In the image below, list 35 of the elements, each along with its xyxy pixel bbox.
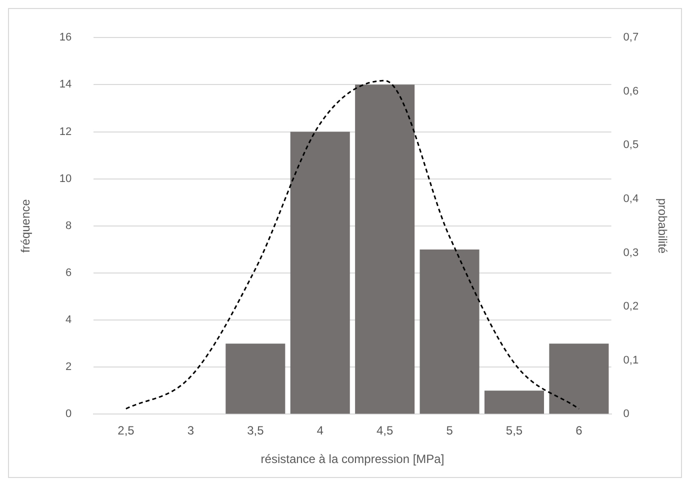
y-axis-title: fréquence [18,198,33,253]
x-tick-label: 5 [446,424,454,438]
y-tick-label: 4 [66,314,72,326]
x-tick-label: 3,5 [247,424,264,438]
y-tick-label: 6 [66,267,72,280]
y-tick-label: 16 [59,32,72,44]
y2-tick-label: 0,3 [623,246,639,259]
y2-tick-label: 0,4 [623,193,639,206]
x-axis-title: résistance à la compression [MPa] [260,452,444,466]
bar [290,132,350,414]
y-tick-label: 10 [59,172,72,185]
x-tick-label: 4,5 [376,424,394,438]
y-tick-label: 14 [59,78,72,91]
bar [355,84,415,414]
y-tick-label: 0 [66,408,72,420]
y2-axis-title: probabilité [655,198,670,254]
y2-tick-label: 0 [623,408,630,420]
y-tick-label: 12 [59,126,72,138]
x-tick-label: 3 [187,424,194,438]
y2-tick-label: 0,6 [623,85,639,98]
y2-tick-label: 0,2 [623,300,639,313]
x-tick-label: 5,5 [506,424,523,438]
x-tick-label: 2,5 [118,424,135,438]
y2-tick-label: 0,7 [623,32,639,44]
line-series [125,80,580,410]
x-tick-label: 6 [576,424,583,438]
y2-tick-label: 0,1 [623,354,639,366]
x-tick-label: 4 [316,424,324,438]
bar [549,344,609,414]
y-tick-label: 2 [66,361,72,374]
y-tick-label: 8 [66,220,72,232]
bar [420,249,480,414]
bar [484,390,544,414]
y2-tick-label: 0,5 [623,139,639,152]
bar [226,344,286,414]
